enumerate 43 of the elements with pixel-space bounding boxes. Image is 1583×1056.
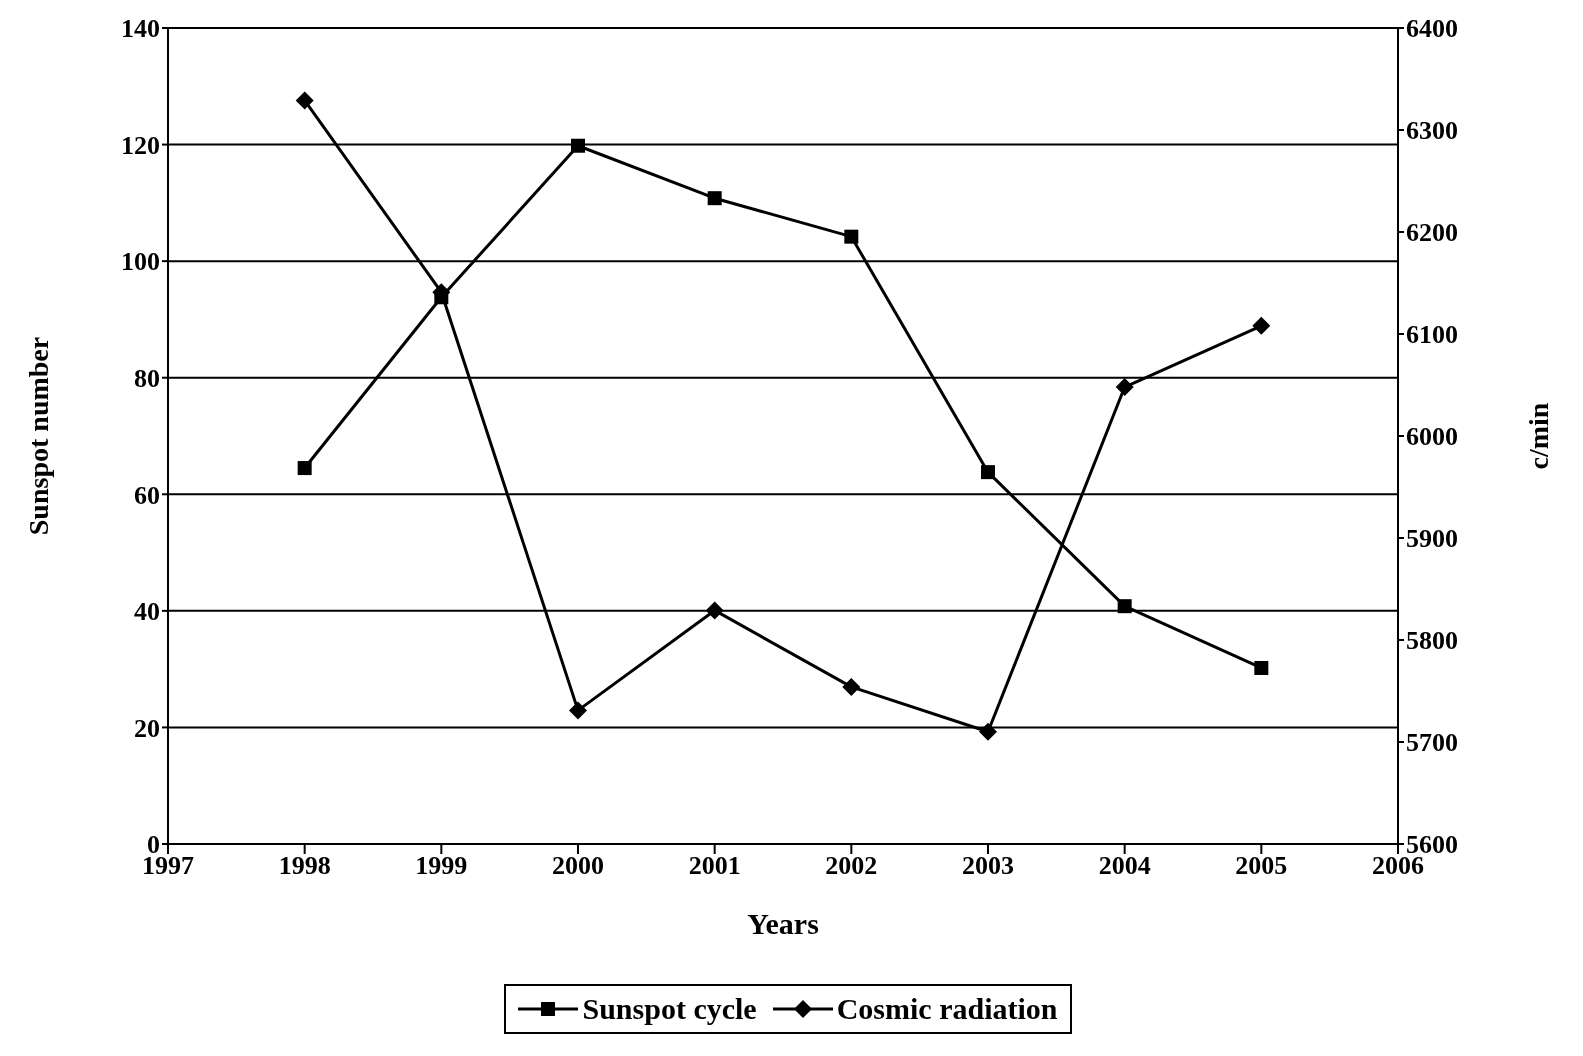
point: [1115, 378, 1134, 397]
point: [981, 465, 995, 480]
y2-tick-label: 6400: [1406, 14, 1458, 44]
y-tick-label: 20: [134, 713, 160, 743]
y2-tick-label: 5800: [1406, 626, 1458, 656]
y2-tick-label: 6200: [1406, 218, 1458, 248]
point: [842, 677, 861, 696]
point: [1117, 599, 1132, 614]
legend-label: Cosmic radiation: [835, 992, 1058, 1026]
point: [297, 461, 312, 476]
point: [569, 701, 587, 720]
y-tick-label: 40: [134, 597, 160, 627]
point: [844, 229, 859, 244]
y-tick-label: 140: [121, 14, 160, 44]
x-tick-label: 2004: [1098, 851, 1151, 881]
x-tick-label: 1998: [278, 851, 331, 881]
point: [979, 722, 997, 741]
y2-tick-label: 6000: [1406, 422, 1458, 452]
x-tick-label: 2002: [825, 851, 878, 881]
y-tick-label: 120: [121, 130, 160, 160]
point: [1252, 316, 1271, 335]
x-axis-title: Years: [747, 907, 819, 940]
point: [434, 290, 449, 305]
y-tick-label: 80: [134, 363, 160, 393]
x-tick-label: 2000: [552, 851, 604, 881]
x-tick-label: 2003: [962, 851, 1014, 881]
point: [705, 601, 724, 620]
point: [707, 191, 722, 206]
x-tick-label: 2005: [1235, 851, 1288, 881]
y2-tick-label: 5700: [1406, 728, 1458, 758]
y-tick-label: 100: [121, 247, 160, 277]
x-tick-label: 1999: [415, 851, 468, 881]
x-tick-label: 2001: [688, 851, 741, 881]
y-axis-title: Sunspot number: [22, 336, 54, 536]
y-tick-label: 60: [134, 480, 160, 510]
y2-tick-label: 6100: [1406, 320, 1458, 350]
y2-axis-title: c/min: [1522, 402, 1554, 470]
y2-tick-label: 6300: [1406, 116, 1458, 146]
y2-tick-label: 5900: [1406, 524, 1458, 554]
point: [1254, 660, 1269, 675]
legend-label: Sunspot cycle: [581, 992, 757, 1026]
point: [295, 91, 314, 110]
point: [571, 138, 585, 153]
